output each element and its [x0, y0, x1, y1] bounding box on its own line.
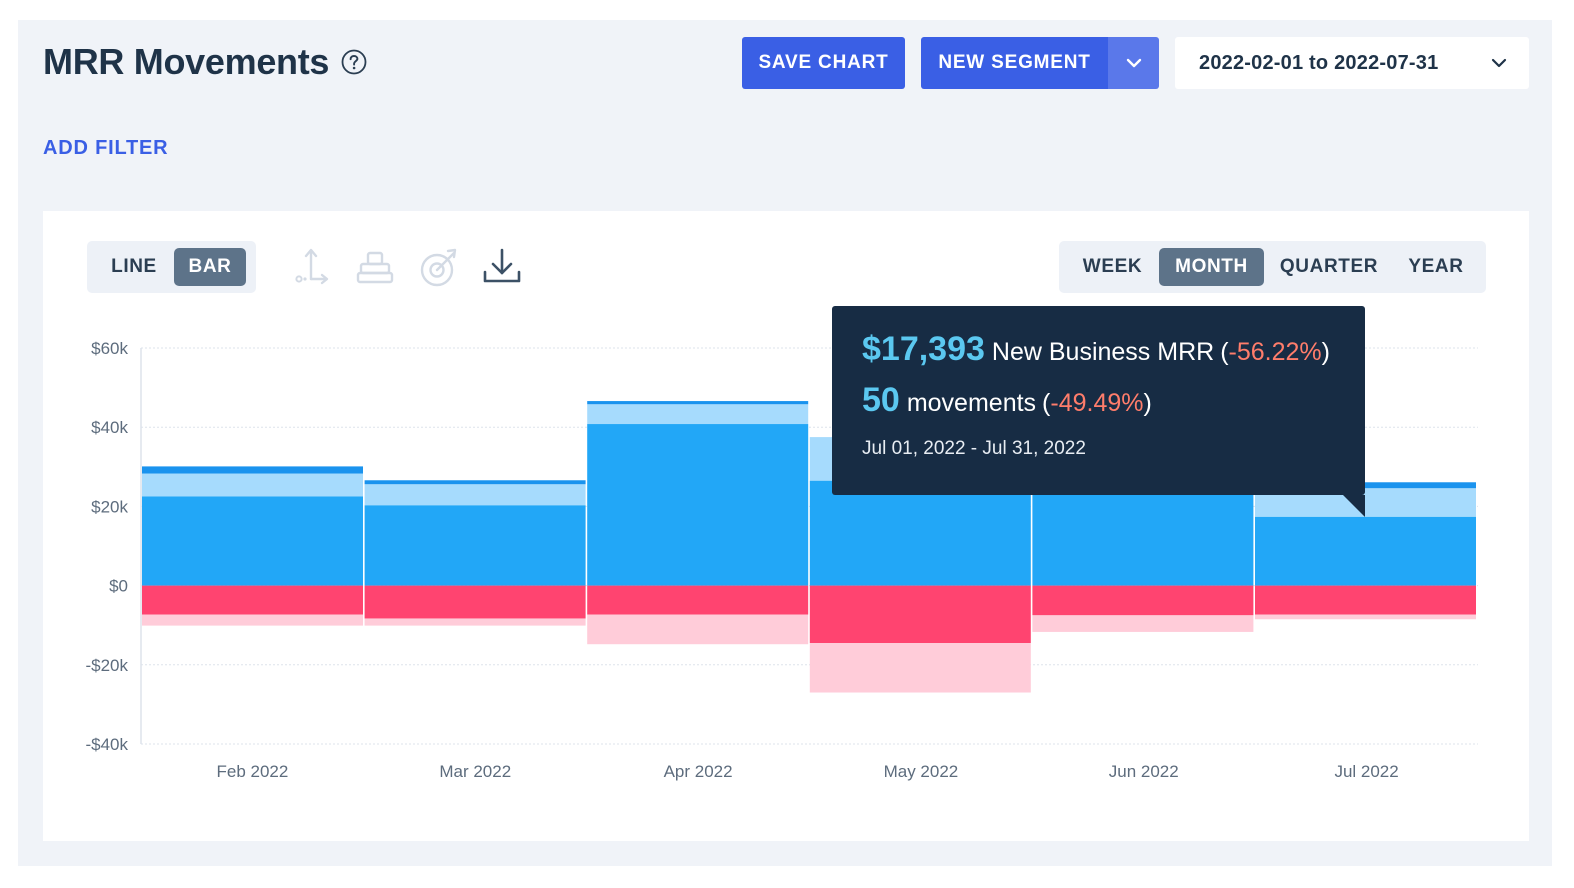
bar-segment — [587, 424, 809, 586]
x-tick-label: Apr 2022 — [664, 762, 733, 781]
bar-segment — [1032, 585, 1254, 616]
bar-segment — [809, 643, 1031, 693]
tooltip-paren-close: ) — [1143, 389, 1152, 417]
y-tick-label: -$20k — [85, 656, 128, 675]
tooltip-paren-open: ( — [1220, 338, 1229, 366]
bar-segment — [1032, 615, 1254, 632]
bar-segment — [1255, 482, 1476, 489]
tooltip-paren-close: ) — [1321, 338, 1330, 366]
bar-segment — [587, 585, 809, 615]
chevron-down-icon — [1491, 58, 1507, 68]
add-filter-link[interactable]: ADD FILTER — [43, 137, 169, 159]
chevron-down-icon — [1126, 58, 1141, 68]
period-month[interactable]: MONTH — [1159, 248, 1264, 286]
bar-segment — [364, 484, 586, 506]
bar-segment — [1255, 516, 1476, 586]
y-tick-label: $0 — [109, 577, 128, 596]
x-tick-label: Jul 2022 — [1334, 762, 1398, 781]
x-tick-label: May 2022 — [884, 762, 959, 781]
period-toggle: WEEK MONTH QUARTER YEAR — [1059, 241, 1486, 293]
bar-segment — [142, 496, 363, 586]
bar-segment — [587, 404, 809, 425]
bar-segment — [142, 614, 363, 626]
y-tick-label: $40k — [91, 418, 128, 437]
chart-type-toggle: LINE BAR — [87, 241, 256, 293]
date-range-select[interactable]: 2022-02-01 to 2022-07-31 — [1175, 37, 1529, 89]
tooltip-paren-open: ( — [1042, 389, 1051, 417]
page-title: MRR Movements — [43, 38, 367, 86]
period-quarter[interactable]: QUARTER — [1279, 256, 1379, 277]
bar-segment — [587, 614, 809, 645]
tooltip-metric: New Business MRR — [991, 338, 1215, 366]
bar-segment — [1255, 585, 1476, 615]
y-tick-label: -$40k — [85, 735, 128, 754]
bar-segment — [1255, 614, 1476, 620]
bar-segment — [142, 473, 363, 497]
tooltip-movements-change: -49.49% — [1050, 389, 1144, 417]
chart-type-line[interactable]: LINE — [111, 256, 157, 277]
save-chart-button[interactable]: SAVE CHART — [742, 37, 905, 89]
bar-segment — [587, 401, 809, 405]
chart-tooltip: $17,393 New Business MRR ( -56.22% ) 50 … — [832, 306, 1365, 517]
bar-segment — [364, 505, 586, 586]
target-goal-icon[interactable] — [418, 246, 458, 288]
period-year[interactable]: YEAR — [1408, 256, 1464, 277]
download-icon[interactable] — [482, 246, 522, 288]
chart-type-bar[interactable]: BAR — [174, 248, 246, 286]
tooltip-movements-label: movements — [906, 389, 1037, 417]
x-tick-label: Feb 2022 — [216, 762, 288, 781]
tooltip-value: $17,393 — [862, 330, 985, 368]
tooltip-date-range: Jul 01, 2022 - Jul 31, 2022 — [862, 438, 1086, 459]
axis-toggle-icon[interactable] — [291, 246, 331, 288]
new-segment-dropdown-button[interactable] — [1108, 37, 1159, 89]
page-title-text: MRR Movements — [43, 41, 330, 82]
y-tick-label: $60k — [91, 339, 128, 358]
x-tick-label: Mar 2022 — [439, 762, 511, 781]
bar-segment — [364, 618, 586, 626]
bar-segment — [1032, 482, 1254, 586]
bar-segment — [809, 480, 1031, 586]
bar-segment — [142, 466, 363, 474]
x-tick-label: Jun 2022 — [1109, 762, 1179, 781]
tooltip-movements: 50 — [862, 381, 900, 419]
bar-segment — [364, 480, 586, 485]
help-icon[interactable] — [341, 49, 367, 75]
tooltip-value-change: -56.22% — [1228, 338, 1322, 366]
y-tick-label: $20k — [91, 497, 128, 516]
date-range-value: 2022-02-01 to 2022-07-31 — [1199, 51, 1439, 74]
bar-segment — [142, 585, 363, 615]
bar-segment — [364, 585, 586, 619]
stack-layers-icon[interactable] — [355, 246, 395, 288]
period-week[interactable]: WEEK — [1082, 256, 1143, 277]
bar-segment — [809, 585, 1031, 644]
new-segment-button[interactable]: NEW SEGMENT — [921, 37, 1108, 89]
